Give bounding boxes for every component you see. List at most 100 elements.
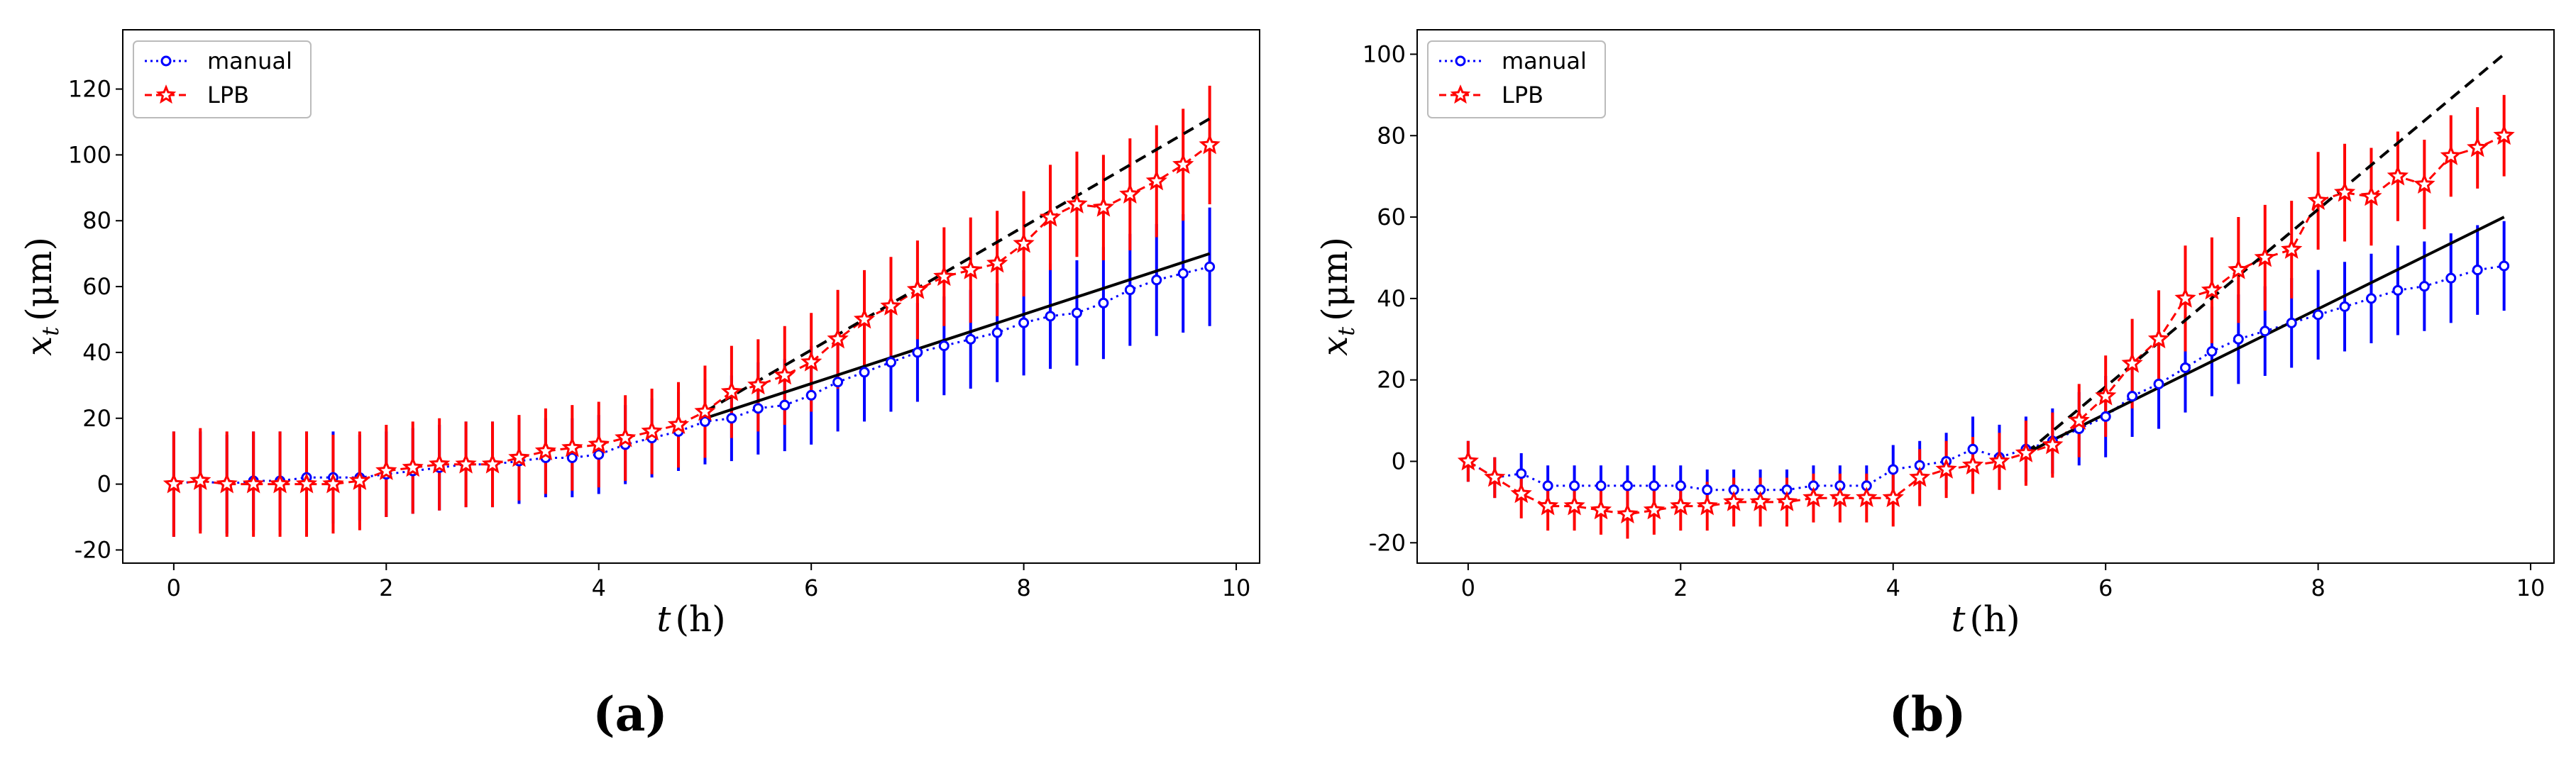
- point-lpb-b: [1961, 454, 1984, 475]
- legend-box-a: [133, 40, 312, 118]
- point-manual-b: [2153, 378, 2164, 389]
- point-lpb-b: [2201, 279, 2223, 300]
- point-lpb-a: [269, 472, 291, 494]
- point-manual-b: [1516, 468, 1527, 479]
- y-tick-label-a: 40: [82, 339, 111, 366]
- point-manual-a: [991, 327, 1003, 338]
- y-tick-label-b: 100: [1363, 40, 1406, 67]
- y-tick-label-b: 40: [1377, 285, 1406, 312]
- point-lpb-b: [2360, 185, 2382, 206]
- point-manual-b: [1595, 480, 1607, 491]
- chart-panel-a: 0 2 4 6 8 10 -20 0 20 40 60 80 100 120 t (h) xt(μm) ma…: [18, 29, 1260, 742]
- point-manual-a: [1204, 261, 1216, 272]
- axes-frame-b: [1416, 29, 2555, 564]
- point-manual-a: [805, 389, 817, 401]
- point-lpb-b: [2068, 409, 2090, 430]
- point-manual-a: [1177, 268, 1189, 279]
- y-tick-label-a: 120: [68, 76, 111, 103]
- point-manual-a: [699, 416, 710, 427]
- legend-marker-manual-a: [160, 55, 172, 67]
- point-lpb-a: [508, 446, 530, 467]
- point-manual-a: [938, 340, 950, 352]
- x-tick-label-b: 4: [1886, 574, 1900, 601]
- point-lpb-b: [1457, 450, 1479, 471]
- point-lpb-a: [1145, 170, 1167, 191]
- point-manual-a: [593, 449, 605, 460]
- point-lpb-b: [2121, 352, 2143, 373]
- point-lpb-b: [2147, 328, 2170, 349]
- series-line-lpb-a: [173, 144, 1211, 486]
- x-axis-label-b: t (h): [1951, 599, 2020, 640]
- point-lpb-a: [1066, 193, 1088, 213]
- point-lpb-a: [322, 472, 344, 494]
- point-lpb-b: [1749, 491, 1771, 511]
- point-manual-b: [1967, 443, 1978, 455]
- fit-line-solid-a: [704, 252, 1211, 420]
- point-manual-a: [566, 452, 578, 463]
- point-manual-a: [859, 367, 870, 378]
- point-manual-b: [2418, 281, 2430, 292]
- legend-label-manual-b: manual: [1502, 48, 1587, 74]
- point-lpb-a: [348, 470, 371, 490]
- point-lpb-a: [481, 452, 504, 474]
- point-lpb-b: [2281, 238, 2303, 259]
- point-manual-b: [2206, 345, 2218, 357]
- point-lpb-b: [1909, 466, 1931, 487]
- point-manual-a: [1098, 297, 1109, 309]
- point-lpb-a: [774, 364, 796, 385]
- point-lpb-a: [720, 380, 742, 401]
- fit-line-dashed-b: [2025, 52, 2505, 455]
- point-lpb-a: [880, 294, 902, 316]
- point-manual-a: [832, 377, 844, 388]
- point-lpb-a: [216, 472, 238, 494]
- point-lpb-b: [2307, 189, 2329, 210]
- point-lpb-b: [1882, 487, 1904, 508]
- point-manual-a: [912, 347, 923, 358]
- legend-label-lpb-b: LPB: [1502, 82, 1543, 109]
- point-lpb-a: [455, 452, 477, 474]
- point-manual-b: [2127, 391, 2138, 402]
- y-tick-label-b: 0: [1392, 448, 1406, 474]
- point-lpb-a: [986, 252, 1008, 273]
- point-lpb-b: [1776, 490, 1798, 511]
- y-tick-label-b: 60: [1377, 204, 1406, 230]
- x-tick-label-b: 6: [2098, 574, 2113, 601]
- point-lpb-b: [1617, 503, 1639, 523]
- point-lpb-a: [959, 258, 981, 279]
- point-manual-b: [2339, 301, 2350, 312]
- legend-label-lpb-a: LPB: [207, 82, 249, 109]
- y-tick-label-a: 100: [68, 141, 111, 168]
- point-lpb-a: [1013, 232, 1035, 253]
- point-lpb-a: [667, 413, 690, 434]
- fit-line-dashed-a: [704, 117, 1211, 413]
- x-tick-label-a: 10: [1222, 574, 1251, 601]
- point-manual-a: [752, 403, 764, 414]
- point-lpb-b: [2095, 384, 2117, 406]
- legend-label-manual-a: manual: [207, 48, 292, 74]
- point-lpb-b: [2413, 173, 2435, 194]
- point-manual-b: [2233, 333, 2244, 345]
- point-manual-b: [1675, 480, 1686, 491]
- point-lpb-a: [906, 278, 928, 299]
- ticks-b: 0 2 4 6 8 10 -20 0 20 40 60 80 100: [1363, 40, 2545, 601]
- point-manual-a: [965, 333, 976, 345]
- legend-box-b: [1427, 40, 1606, 118]
- point-lpb-a: [1092, 196, 1115, 217]
- point-lpb-a: [588, 433, 610, 454]
- chart-panel-b: 0 2 4 6 8 10 -20 0 20 40 60 80 100 t (h) xt(μm) manua…: [1314, 29, 2555, 742]
- caption-a: (a): [593, 687, 667, 742]
- y-tick-label-b: 80: [1377, 122, 1406, 149]
- x-tick-label-a: 8: [1016, 574, 1030, 601]
- y-tick-label-a: 0: [97, 471, 111, 498]
- point-manual-a: [1018, 317, 1030, 328]
- x-tick-label-b: 0: [1461, 574, 1475, 601]
- point-manual-b: [2259, 326, 2271, 337]
- point-manual-b: [1702, 484, 1713, 496]
- point-lpb-a: [694, 400, 716, 421]
- legend-marker-lpb-a: [155, 84, 177, 104]
- point-lpb-b: [1563, 494, 1585, 516]
- y-tick-label-b: -20: [1369, 529, 1406, 556]
- point-lpb-a: [1039, 206, 1062, 227]
- point-lpb-b: [2440, 145, 2462, 165]
- point-lpb-a: [1199, 133, 1221, 155]
